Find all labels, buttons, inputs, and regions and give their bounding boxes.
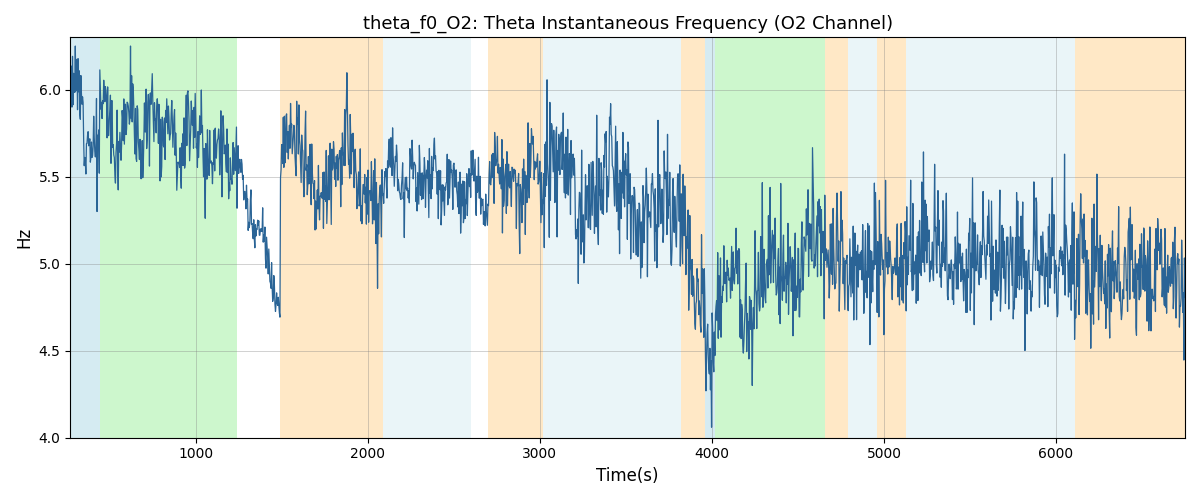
Bar [1075, 38, 1186, 438]
Bar [826, 38, 848, 438]
Bar [488, 38, 544, 438]
Bar [1044, 38, 1075, 438]
Bar [848, 38, 877, 438]
Bar [280, 38, 383, 438]
Bar [544, 38, 680, 438]
X-axis label: Time(s): Time(s) [596, 467, 659, 485]
Bar [100, 38, 238, 438]
Bar [706, 38, 715, 438]
Bar [906, 38, 1044, 438]
Bar [383, 38, 472, 438]
Title: theta_f0_O2: Theta Instantaneous Frequency (O2 Channel): theta_f0_O2: Theta Instantaneous Frequen… [362, 15, 893, 34]
Y-axis label: Hz: Hz [16, 227, 34, 248]
Bar [71, 38, 100, 438]
Bar [715, 38, 826, 438]
Bar [680, 38, 706, 438]
Bar [877, 38, 906, 438]
